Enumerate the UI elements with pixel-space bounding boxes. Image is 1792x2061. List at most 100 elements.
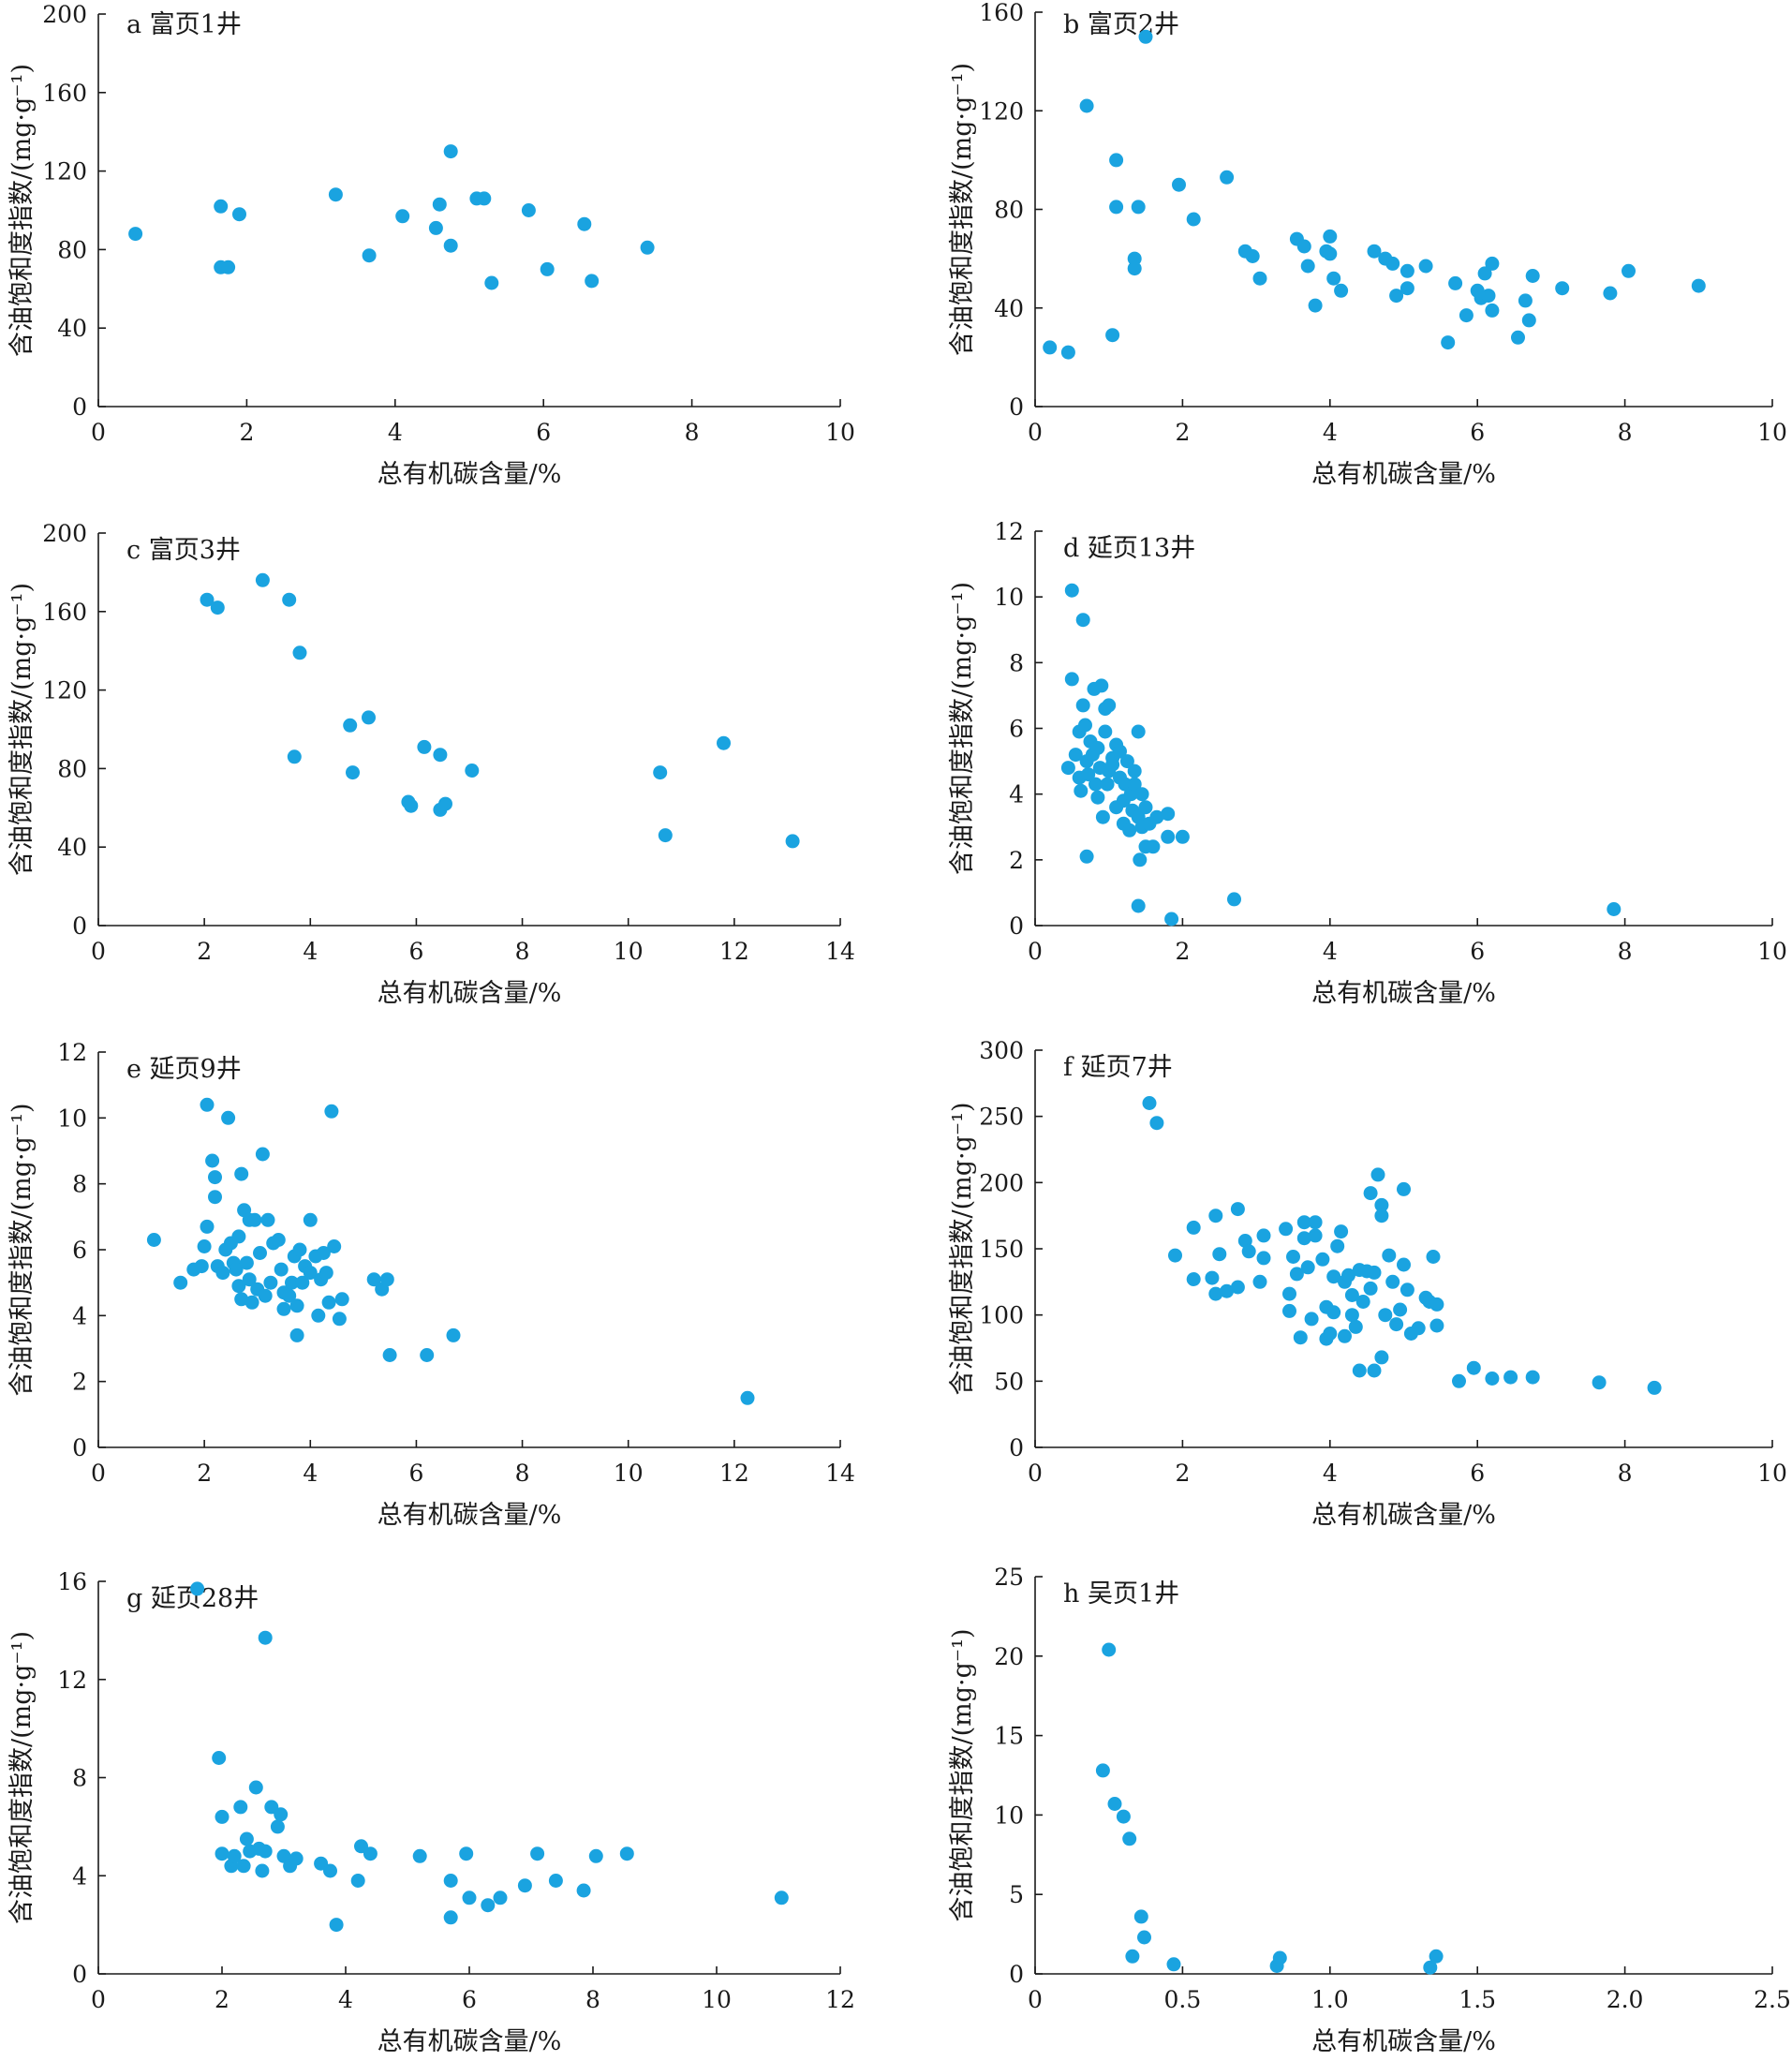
- x-axis-title: 总有机碳含量/%: [1311, 979, 1496, 1008]
- y-tick-label: 80: [57, 755, 87, 782]
- data-point: [215, 1266, 230, 1281]
- data-point: [1146, 839, 1161, 854]
- data-point: [1113, 744, 1127, 759]
- panel-title: f 延页7井: [1063, 1053, 1173, 1082]
- data-point: [1127, 251, 1142, 266]
- x-axis-title: 总有机碳含量/%: [378, 2027, 562, 2056]
- data-point: [585, 274, 600, 289]
- data-point: [1503, 1370, 1518, 1385]
- data-point: [258, 1630, 273, 1645]
- data-point: [234, 1292, 249, 1307]
- data-point: [1367, 1363, 1382, 1378]
- data-point: [214, 199, 229, 214]
- data-point: [1105, 328, 1120, 343]
- data-point: [1122, 1831, 1137, 1846]
- data-point: [1137, 1930, 1151, 1945]
- y-tick-label: 100: [979, 1302, 1024, 1329]
- data-point: [1068, 748, 1083, 763]
- data-point: [1230, 1280, 1245, 1295]
- data-point: [1481, 289, 1496, 304]
- data-point: [417, 739, 432, 754]
- x-tick-label: 2: [197, 938, 212, 965]
- data-point: [1131, 200, 1146, 215]
- data-point: [1300, 259, 1315, 274]
- x-tick-label: 0: [91, 419, 106, 446]
- data-point: [1400, 281, 1414, 296]
- data-point: [1134, 787, 1149, 802]
- data-point: [1100, 777, 1115, 792]
- y-tick-label: 150: [979, 1236, 1024, 1263]
- data-point: [465, 764, 480, 778]
- data-point: [1423, 1960, 1438, 1975]
- x-tick-label: 14: [825, 1460, 855, 1487]
- data-point: [1161, 807, 1176, 822]
- y-axis-title: 含油饱和度指数/(mg·g⁻¹): [7, 1104, 37, 1397]
- data-point: [221, 1110, 236, 1125]
- data-point: [1125, 1949, 1140, 1964]
- data-point: [329, 1918, 344, 1933]
- data-point: [588, 1848, 603, 1863]
- data-point: [428, 220, 443, 235]
- data-point: [1168, 1248, 1182, 1263]
- data-point: [1127, 764, 1142, 778]
- panel-title: a 富页1井: [126, 10, 242, 39]
- x-tick-label: 6: [1470, 1460, 1485, 1487]
- data-point: [432, 197, 447, 212]
- data-point: [481, 1898, 496, 1913]
- y-tick-label: 120: [42, 677, 87, 704]
- data-point: [438, 796, 452, 811]
- data-point: [1344, 1308, 1359, 1323]
- data-point: [443, 1874, 458, 1888]
- x-tick-label: 8: [1618, 938, 1633, 965]
- data-point: [1090, 741, 1105, 755]
- data-point: [1272, 1950, 1287, 1965]
- data-point: [287, 749, 302, 764]
- y-tick-label: 8: [72, 1765, 87, 1792]
- data-point: [1367, 1265, 1382, 1280]
- data-point: [1308, 1228, 1323, 1243]
- data-point: [1166, 1957, 1181, 1972]
- x-tick-label: 0: [1028, 419, 1043, 446]
- panel-title: c 富页3井: [126, 536, 241, 565]
- data-point: [1691, 278, 1706, 293]
- y-tick-label: 40: [994, 295, 1024, 322]
- x-tick-label: 2: [239, 419, 254, 446]
- data-point: [1138, 800, 1153, 815]
- data-point: [1256, 1251, 1271, 1266]
- y-tick-label: 20: [994, 1643, 1024, 1670]
- data-point: [366, 1272, 381, 1287]
- data-point: [1300, 1260, 1315, 1275]
- data-point: [362, 710, 376, 725]
- data-point: [1374, 1350, 1389, 1365]
- data-point: [1338, 1328, 1352, 1343]
- data-point: [208, 1170, 222, 1185]
- data-point: [285, 1275, 299, 1290]
- data-point: [420, 1348, 435, 1362]
- y-tick-label: 0: [72, 1434, 87, 1461]
- data-point: [1296, 1215, 1311, 1230]
- data-point: [1326, 1305, 1341, 1320]
- data-point: [1149, 809, 1164, 824]
- x-tick-label: 6: [462, 1986, 477, 2013]
- data-point: [1448, 275, 1463, 290]
- x-tick-label: 8: [1618, 1460, 1633, 1487]
- data-point: [1256, 1228, 1271, 1243]
- data-point: [1133, 1909, 1148, 1924]
- y-axis-title: 含油饱和度指数/(mg·g⁻¹): [7, 583, 37, 876]
- data-point: [362, 248, 377, 263]
- data-point: [658, 828, 673, 843]
- data-point: [1116, 1809, 1131, 1824]
- data-point: [1315, 1252, 1330, 1267]
- x-tick-label: 0: [91, 1986, 106, 2013]
- data-point: [459, 1846, 474, 1861]
- data-point: [653, 765, 668, 780]
- y-tick-label: 8: [72, 1171, 87, 1198]
- data-point: [327, 1239, 342, 1253]
- data-point: [1429, 1949, 1444, 1964]
- y-tick-label: 50: [994, 1368, 1024, 1395]
- data-point: [577, 216, 592, 231]
- x-tick-label: 10: [702, 1986, 732, 2013]
- data-point: [311, 1308, 326, 1323]
